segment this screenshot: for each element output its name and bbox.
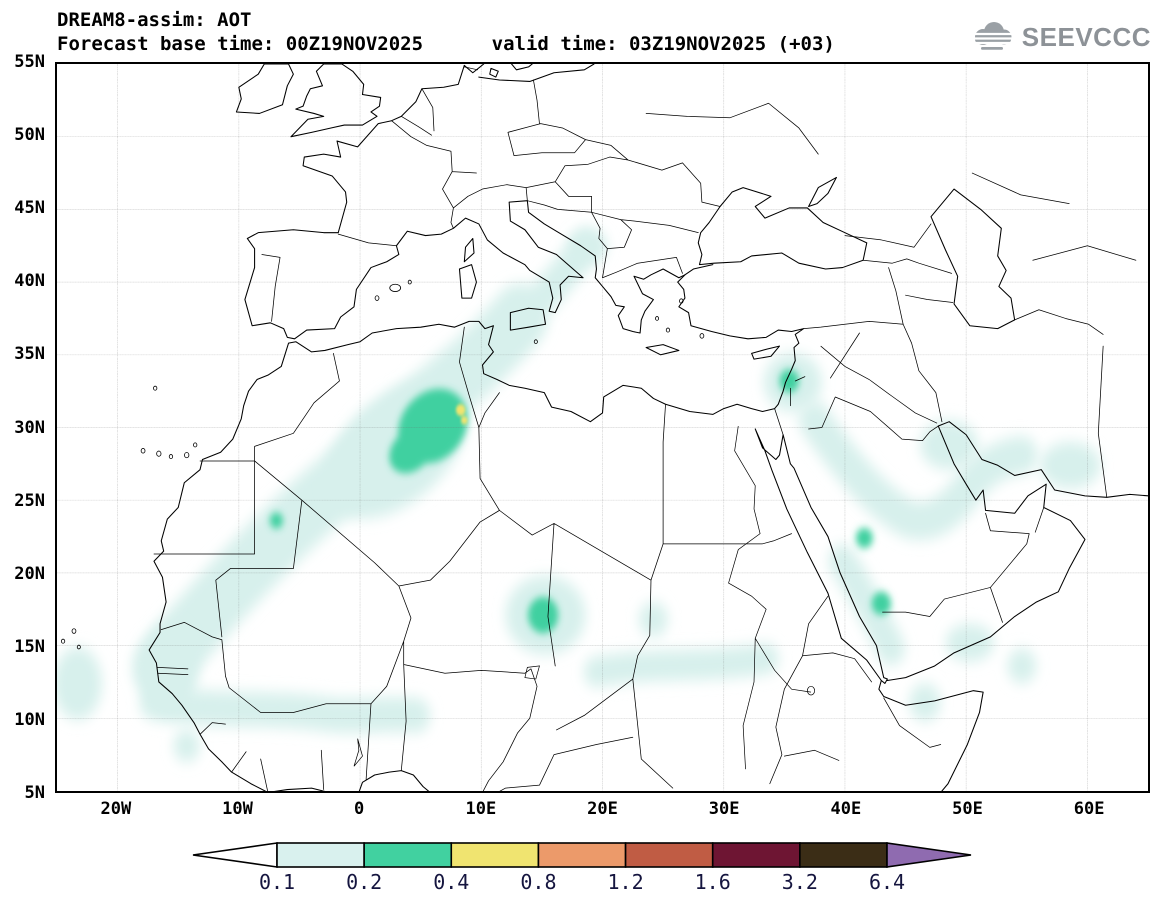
lat-label: 20N	[14, 563, 45, 584]
colorbar-tick-label: 1.2	[607, 870, 644, 894]
borders-middle-east	[775, 173, 1136, 622]
lon-label: 60E	[1073, 799, 1105, 819]
coastline-layer	[149, 64, 1148, 791]
colorbar-segment	[276, 842, 365, 868]
lon-axis: 20W 10W 0 10E 20E 30E 40E 50E 60E	[55, 795, 1150, 825]
euphrates-river	[821, 346, 937, 423]
lake-tana	[807, 686, 814, 695]
aot-shading-layer	[57, 229, 1101, 762]
lat-axis: 55N 50N 45N 40N 35N 30N 25N 20N 15N 10N 5N	[0, 52, 51, 803]
seevccc-cloud-icon	[968, 22, 1015, 50]
lat-label: 40N	[14, 271, 45, 292]
coast-britain	[291, 64, 381, 137]
page-title: DREAM8-assim: AOT	[57, 9, 252, 31]
nile-river	[729, 426, 811, 769]
coast-horn-of-africa	[879, 680, 983, 791]
lat-label: 55N	[14, 52, 45, 72]
colorbar-tick-label: 3.2	[781, 870, 818, 894]
aot-level3-patches	[455, 404, 468, 425]
borders-europe	[262, 67, 818, 321]
colorbar-tick-label: 0.4	[433, 870, 470, 894]
coast-south-europe	[245, 201, 685, 339]
aot-level2-patches	[269, 369, 892, 634]
map-svg	[57, 64, 1148, 791]
coast-ireland	[236, 64, 293, 113]
coast-baltic-denmark	[464, 64, 594, 81]
lat-label: 50N	[14, 125, 45, 146]
aot-band-sudan	[583, 643, 779, 688]
border-layer	[154, 67, 1136, 791]
aot-band-saudi-gulf	[798, 401, 1038, 540]
river-layer	[354, 346, 937, 769]
colorbar-segment	[537, 842, 627, 868]
lat-label: 30N	[14, 417, 45, 438]
lat-label: 25N	[14, 490, 45, 511]
colorbar-tick-label: 1.6	[694, 870, 731, 894]
seevccc-logo: SEEVCCC	[968, 22, 1151, 53]
colorbar-arrow-right	[886, 842, 972, 868]
lon-label: 30E	[708, 799, 740, 819]
colorbar-svg	[192, 842, 972, 868]
lake-volta	[354, 739, 362, 767]
lat-label: 10N	[14, 709, 45, 730]
colorbar-tick-label: 6.4	[868, 870, 906, 894]
lon-label: 10W	[222, 799, 253, 819]
lon-label: 50E	[952, 799, 983, 819]
lat-label: 15N	[14, 636, 45, 657]
coast-red-sea	[755, 429, 887, 683]
lon-label: 0	[354, 799, 365, 819]
lat-label: 35N	[14, 344, 45, 365]
small-islands-layer	[61, 280, 703, 649]
colorbar-tick-label: 0.8	[520, 870, 557, 894]
lon-label: 20E	[587, 799, 618, 819]
colorbar: 0.1 0.2 0.4 0.8 1.2 1.6 3.2 6.4	[192, 841, 972, 899]
colorbar-tick-label: 0.1	[258, 870, 296, 894]
map-plot-area	[55, 62, 1150, 793]
colorbar-segment	[711, 842, 801, 868]
coast-mediterranean-islands	[459, 238, 779, 359]
aot-band-tunisia-adriatic	[478, 229, 601, 365]
colorbar-tick-label: 0.2	[346, 870, 383, 894]
lat-label: 5N	[24, 783, 45, 803]
forecast-time-subtitle: Forecast base time: 00Z19NOV2025 valid t…	[57, 33, 835, 55]
colorbar-labels: 0.1 0.2 0.4 0.8 1.2 1.6 3.2 6.4	[192, 841, 972, 899]
lat-label: 45N	[14, 198, 45, 219]
coast-africa-levant-anatolia	[149, 265, 804, 791]
seevccc-logo-text: SEEVCCC	[1021, 22, 1151, 52]
lon-label: 10E	[465, 799, 497, 819]
lake-chad	[525, 666, 540, 679]
aot-band-sahel	[139, 684, 431, 734]
coast-caspian-sea	[931, 189, 1015, 329]
colorbar-segment	[799, 842, 888, 868]
coast-arabia-persian-gulf	[887, 422, 1148, 681]
aot-band-red-sea-coast	[828, 544, 905, 666]
borders-africa	[154, 327, 941, 791]
coast-black-sea	[698, 177, 866, 269]
lon-label: 40E	[830, 799, 862, 819]
coast-france-north-sea	[303, 65, 464, 232]
lon-label: 20W	[100, 799, 132, 819]
